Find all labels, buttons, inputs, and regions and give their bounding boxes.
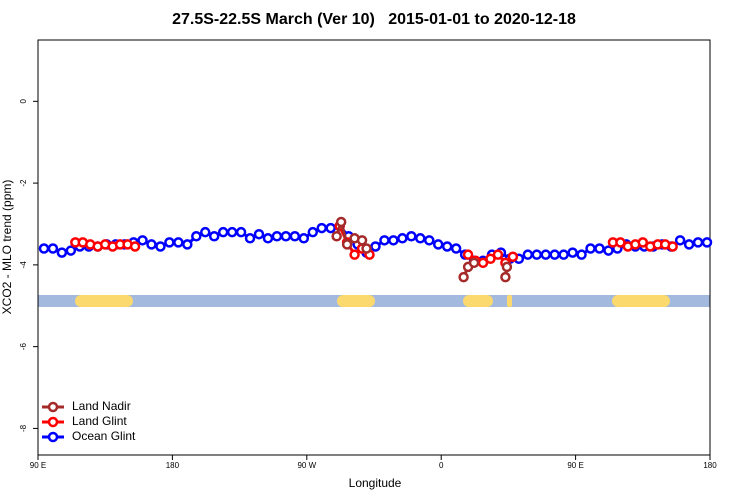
data-point (637, 237, 649, 248)
data-point (271, 231, 283, 242)
data-point (379, 235, 390, 246)
legend-label: Land Nadir (72, 399, 131, 413)
data-point (406, 231, 417, 242)
legend-swatch-point (47, 416, 59, 428)
data-point (507, 251, 519, 262)
data-point (522, 249, 534, 260)
data-point (361, 243, 372, 254)
data-point (615, 237, 626, 248)
data-point (450, 243, 462, 254)
data-point (415, 233, 426, 244)
data-point (146, 239, 157, 250)
data-point (468, 257, 480, 269)
data-point (531, 249, 543, 260)
legend-label: Land Glint (72, 414, 127, 428)
data-point (585, 243, 596, 254)
x-tick-label: 90 E (567, 461, 583, 470)
data-point (155, 241, 166, 252)
data-point (485, 253, 496, 264)
data-point (432, 239, 444, 250)
data-point (331, 231, 342, 242)
x-tick-label: 180 (703, 461, 717, 470)
legend-swatch-point (47, 431, 59, 443)
data-point (129, 241, 141, 252)
data-point (137, 235, 148, 246)
data-point (289, 231, 301, 242)
data-point (56, 247, 68, 258)
y-tick-label: -8 (19, 424, 28, 432)
legend-swatch-point (47, 401, 59, 413)
data-point (603, 245, 614, 256)
x-tick-label: 0 (439, 461, 444, 470)
data-point (594, 243, 605, 254)
data-point (182, 239, 193, 250)
data-point (558, 249, 569, 260)
x-tick-label: 180 (166, 461, 180, 470)
data-point (298, 233, 310, 244)
data-point (424, 235, 435, 246)
y-tick-label: -4 (19, 261, 28, 269)
data-point (208, 231, 220, 242)
data-point (173, 237, 184, 248)
x-tick-label: 90 W (297, 461, 316, 470)
data-point (388, 235, 399, 246)
land-band (612, 295, 670, 307)
data-point (65, 245, 77, 256)
data-point (349, 249, 360, 260)
data-point (370, 241, 381, 252)
land-band (507, 295, 512, 307)
data-point (164, 237, 175, 248)
data-point (191, 231, 202, 242)
data-point (341, 239, 353, 250)
data-point (235, 226, 247, 238)
data-point (462, 249, 474, 260)
data-point (576, 249, 587, 260)
data-point (335, 216, 347, 228)
land-band (337, 295, 375, 307)
data-point (280, 231, 292, 242)
data-point (253, 228, 265, 240)
land-band (463, 295, 493, 307)
y-tick-label: -6 (19, 343, 28, 351)
data-point (217, 226, 229, 238)
data-point (501, 261, 513, 273)
data-point (397, 233, 408, 244)
data-point (441, 241, 453, 252)
x-axis-label: Longitude (349, 476, 402, 490)
data-point (667, 241, 678, 252)
data-point (500, 271, 511, 283)
data-point (226, 226, 238, 238)
data-point (458, 271, 469, 283)
data-point (307, 226, 319, 238)
plot-frame (37, 39, 711, 456)
y-tick-label: 0 (19, 99, 28, 104)
x-tick-label: 90 E (30, 461, 46, 470)
data-point (316, 222, 327, 234)
legend-label: Ocean Glint (72, 429, 136, 443)
chart-title: 27.5S-22.5S March (Ver 10) 2015-01-01 to… (172, 11, 576, 28)
data-point (683, 239, 695, 250)
data-point (692, 237, 704, 248)
data-point (674, 235, 686, 246)
y-tick-label: -2 (19, 179, 28, 187)
data-point (244, 233, 256, 244)
data-point (47, 243, 59, 254)
data-point (549, 249, 560, 260)
y-axis-label: XCO2 - MLO trend (ppm) (0, 180, 14, 315)
data-point (356, 235, 368, 246)
land-mask-band (38, 295, 710, 307)
data-point (567, 247, 578, 258)
data-point (325, 222, 336, 234)
data-point (540, 249, 551, 260)
data-point (262, 233, 274, 244)
data-point (200, 226, 211, 238)
data-point (38, 243, 50, 254)
land-band (75, 295, 133, 307)
data-point (701, 237, 713, 248)
data-point (492, 249, 504, 260)
